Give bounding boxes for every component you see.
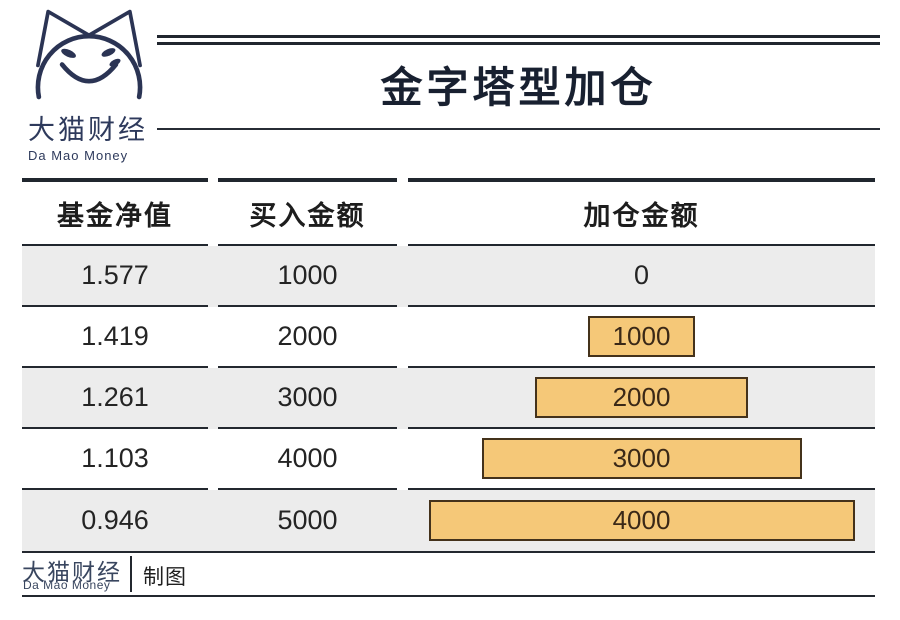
- title-bottom-rule: [157, 128, 880, 130]
- footer-credit-label: 制图: [143, 566, 187, 589]
- add-amount-bar: 1000: [588, 316, 695, 357]
- footer-bottom-rule: [22, 595, 875, 597]
- page-title: 金字塔型加仓: [380, 66, 657, 112]
- table-row: 1.261 3000 2000: [22, 368, 875, 429]
- footer-brand-cn: 大猫财经: [22, 559, 122, 585]
- column-header-add-amount: 加仓金额: [408, 178, 875, 246]
- add-amount-bar: 3000: [481, 438, 802, 479]
- cell-fund-nav: 1.577: [22, 246, 208, 307]
- brand-logo: 大猫财经 Da Mao Money: [18, 6, 168, 163]
- add-amount-bar: 4000: [428, 500, 855, 541]
- table-row: 1.419 2000 1000: [22, 307, 875, 368]
- footer-brand-en: Da Mao Money: [23, 578, 111, 592]
- table-header-row: 基金净值 买入金额 加仓金额: [22, 178, 875, 246]
- table-body: 1.577 1000 0 1.419 2000 1000 1.261 3000 2000 1.10…: [22, 246, 875, 551]
- cell-fund-nav: 0.946: [81, 505, 149, 535]
- table-row: 0.946 5000 4000: [22, 490, 875, 551]
- cell-fund-nav: 1.103: [22, 429, 208, 490]
- cell-add-amount: 0: [408, 246, 875, 307]
- cell-buy-amount: 1000: [218, 246, 397, 307]
- add-amount-bar: 2000: [535, 377, 748, 418]
- cell-buy-amount: 4000: [218, 429, 397, 490]
- table-row: 1.577 1000 0: [22, 246, 875, 307]
- cell-add-amount: 1000: [408, 307, 875, 368]
- cell-buy-amount: 3000: [218, 368, 397, 429]
- cell-buy-amount: 5000: [277, 505, 338, 535]
- footer-divider: [130, 556, 132, 592]
- cell-fund-nav: 1.261: [22, 368, 208, 429]
- cell-add-amount: 4000: [408, 490, 875, 551]
- footer-top-rule: [22, 551, 875, 553]
- brand-name-cn: 大猫财经: [28, 115, 148, 145]
- cat-face-icon: [35, 9, 143, 100]
- cell-add-amount: 2000: [408, 368, 875, 429]
- cell-buy-amount: 2000: [218, 307, 397, 368]
- cell-fund-nav: 1.419: [22, 307, 208, 368]
- title-top-double-rule: [157, 35, 880, 45]
- pyramid-table: 基金净值 买入金额 加仓金额 1.577 1000 0 1.419 2000 1000 1.…: [22, 178, 875, 551]
- cell-add-amount: 3000: [408, 429, 875, 490]
- brand-name-en: Da Mao Money: [28, 148, 129, 163]
- column-header-fund-nav: 基金净值: [22, 178, 208, 246]
- table-row: 1.103 4000 3000: [22, 429, 875, 490]
- column-header-buy-amount: 买入金额: [218, 178, 397, 246]
